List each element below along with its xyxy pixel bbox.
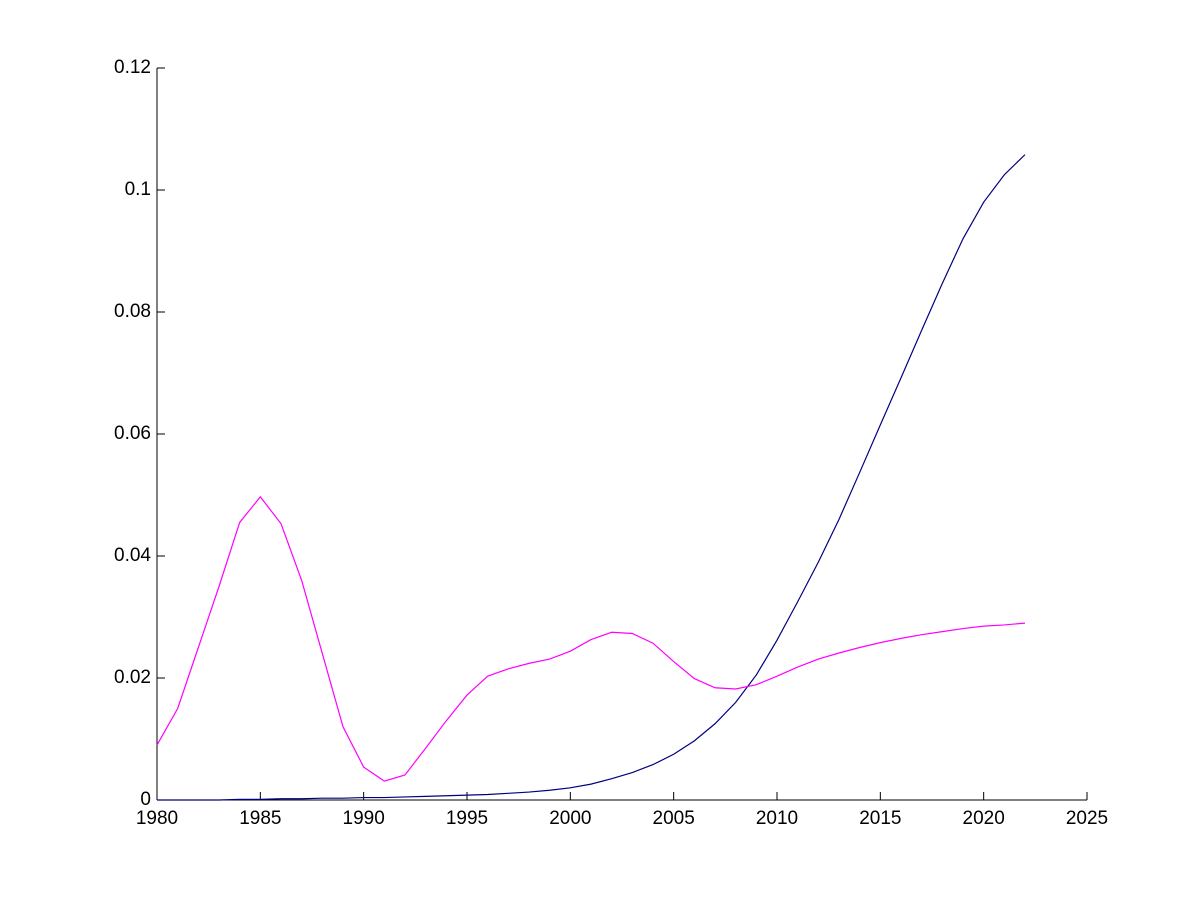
x-tick-label: 2005 [653, 808, 695, 829]
y-tick-label: 0.06 [114, 423, 151, 444]
x-tick-label: 2015 [859, 808, 901, 829]
x-tick-label: 2000 [549, 808, 591, 829]
x-tick-label: 1990 [343, 808, 385, 829]
x-tick-label: 1995 [446, 808, 488, 829]
y-tick-label: 0.02 [114, 667, 151, 688]
y-tick-label: 0 [140, 789, 151, 810]
line-series [156, 495, 1026, 782]
x-tick-label: 1985 [239, 808, 281, 829]
y-tick-label: 0.04 [114, 545, 151, 566]
line-series [157, 154, 1026, 801]
y-tick-label: 0.12 [114, 57, 151, 78]
x-tick-label: 1980 [136, 808, 178, 829]
x-tick-label: 2020 [963, 808, 1005, 829]
x-tick-label: 2025 [1066, 808, 1108, 829]
y-tick-label: 0.1 [125, 179, 151, 200]
x-tick-label: 2010 [756, 808, 798, 829]
y-tick-label: 0.08 [114, 301, 151, 322]
